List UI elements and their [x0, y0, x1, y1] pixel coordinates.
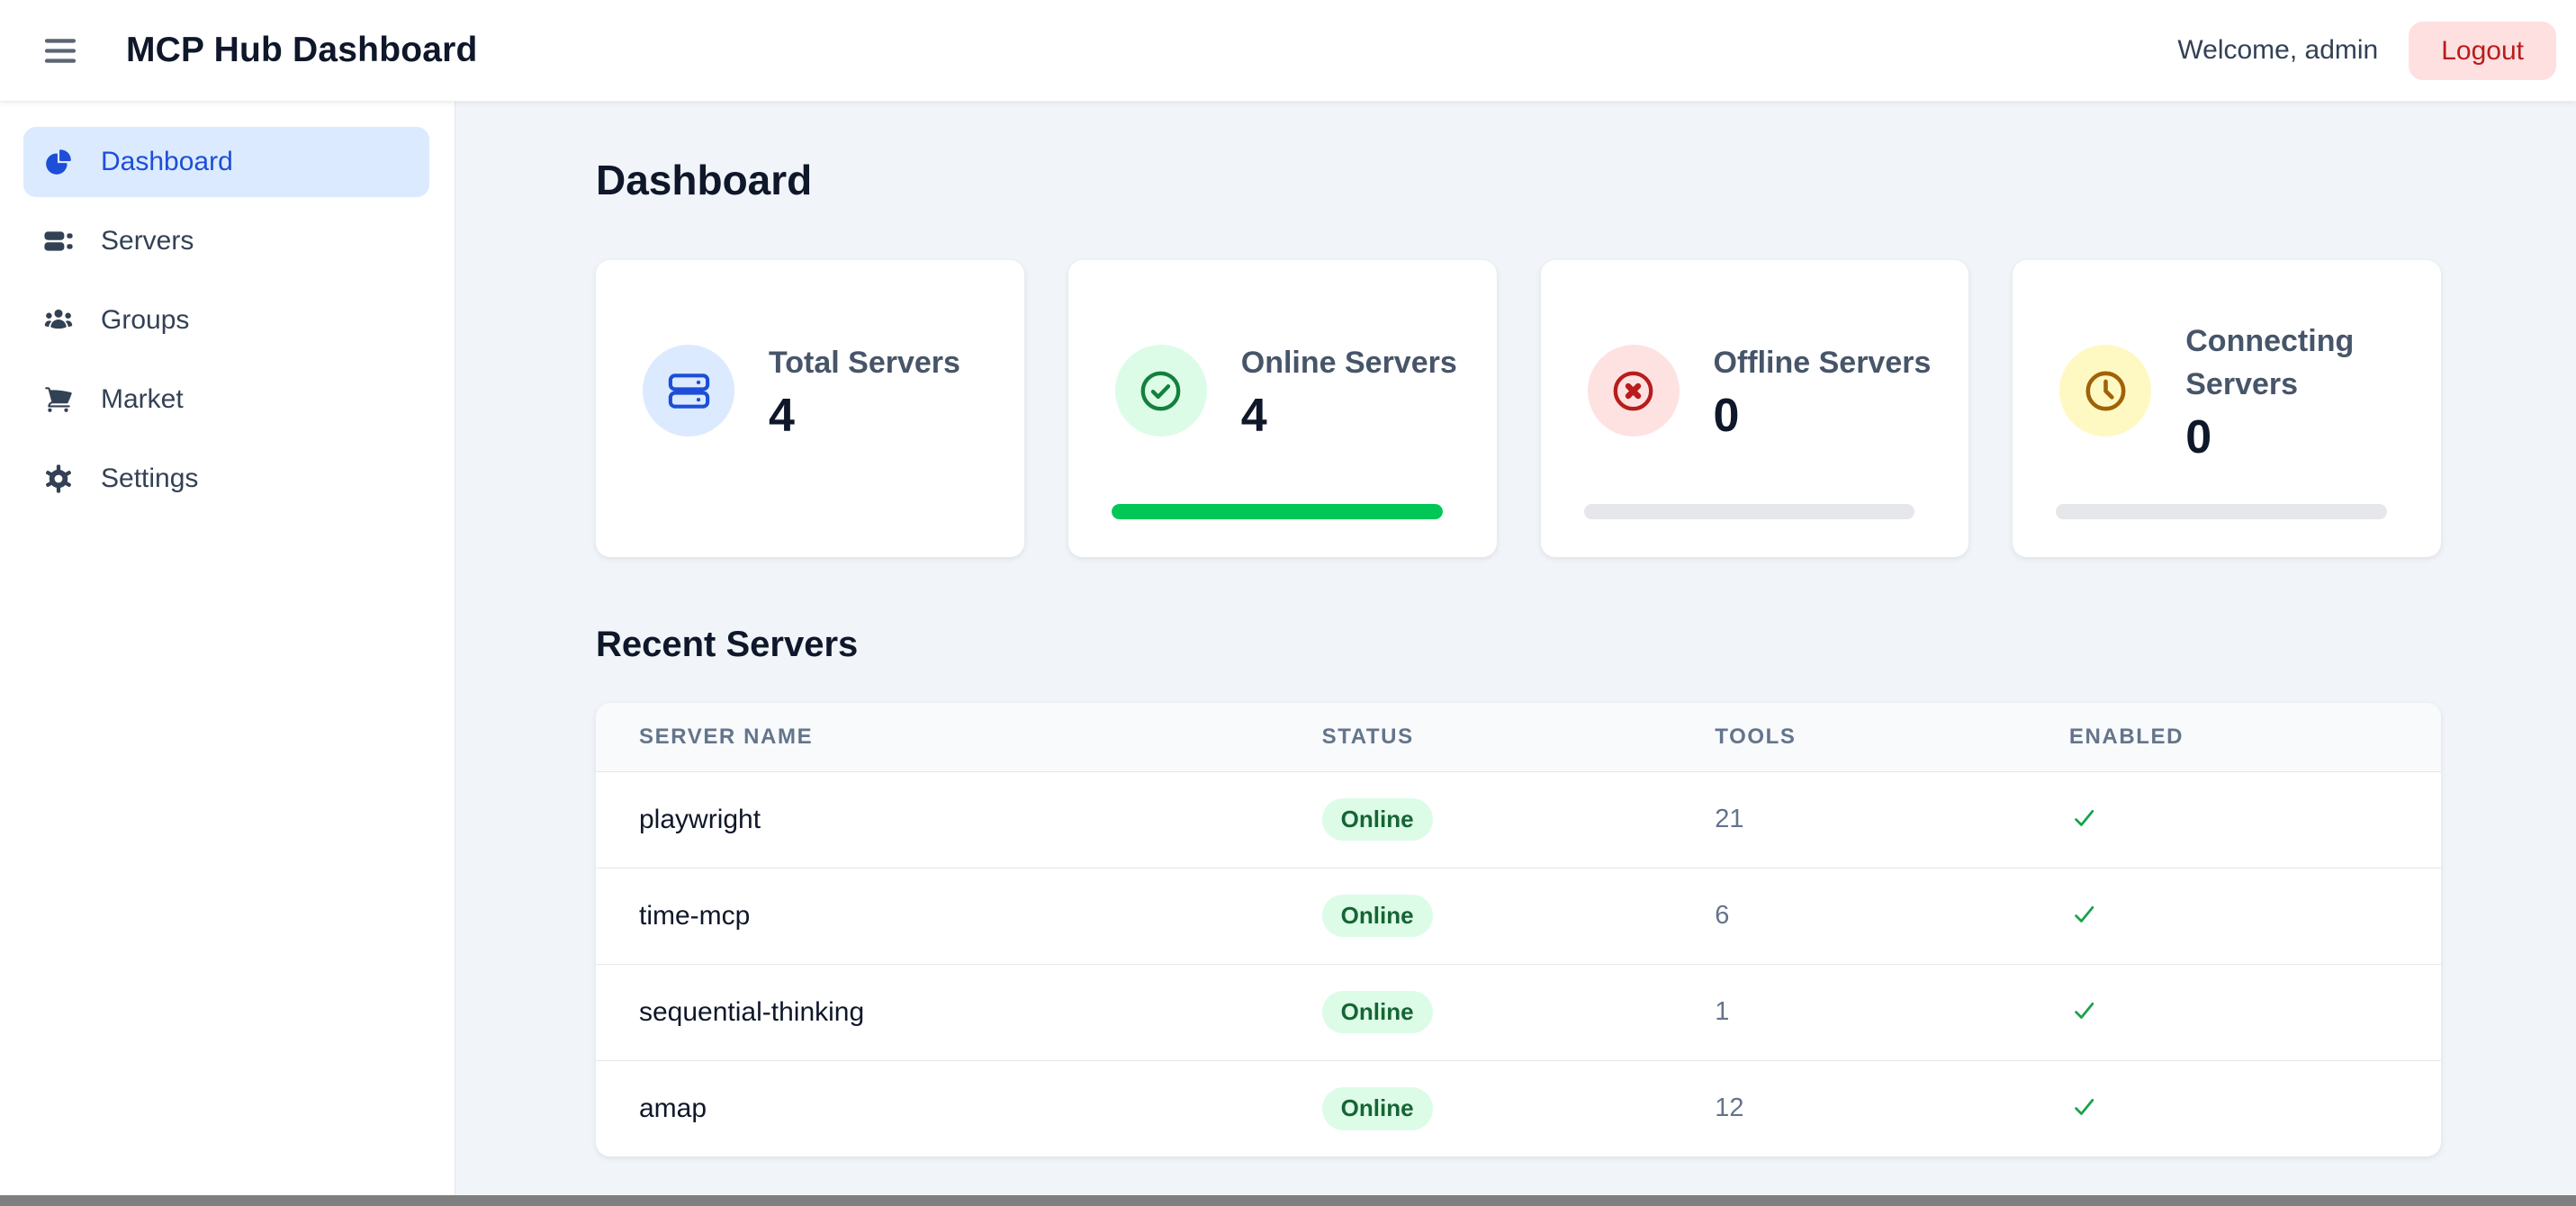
page-title: Dashboard [596, 157, 813, 203]
user-group-icon [43, 305, 74, 336]
check-circle-icon [1114, 345, 1207, 436]
tools-count: 12 [1715, 1094, 1744, 1123]
check-icon [2069, 803, 2099, 832]
server-name: amap [639, 1093, 707, 1123]
status-badge: Online [1321, 894, 1433, 938]
stat-card-value: 0 [1713, 389, 1740, 442]
tools-count: 6 [1715, 901, 1730, 930]
check-icon [2069, 899, 2099, 929]
clock-icon [2059, 345, 2152, 436]
hamburger-icon [43, 37, 77, 65]
sidebar-item-label: Groups [101, 305, 190, 335]
stat-card-value: 4 [1240, 389, 1267, 442]
gear-icon [43, 464, 74, 494]
table-header-row: SERVER NAME STATUS TOOLS ENABLED [596, 703, 2441, 772]
check-icon [2069, 995, 2099, 1025]
check-icon [2069, 1092, 2099, 1121]
server-stack-icon [43, 226, 74, 256]
column-header-enabled: ENABLED [2067, 703, 2441, 772]
stat-card-offline-servers: Offline Servers 0 [1540, 260, 1969, 557]
stat-cards: Total Servers 4 Online Servers 4 [596, 260, 2441, 557]
status-badge: Online [1321, 990, 1433, 1034]
tools-count: 1 [1715, 997, 1730, 1026]
menu-toggle-button[interactable] [40, 33, 81, 68]
table-row[interactable]: sequential-thinking Online 1 [596, 964, 2441, 1060]
server-name: time-mcp [639, 900, 751, 931]
header-right: Welcome, admin Logout [2177, 21, 2556, 80]
server-name: sequential-thinking [639, 996, 865, 1027]
server-icon [643, 345, 734, 436]
recent-servers-heading: Recent Servers [596, 625, 859, 664]
sidebar-item-dashboard[interactable]: Dashboard [23, 127, 429, 197]
logout-button[interactable]: Logout [2409, 21, 2556, 80]
table-row[interactable]: time-mcp Online 6 [596, 868, 2441, 964]
horizontal-scrollbar[interactable] [0, 1195, 2576, 1206]
sidebar-item-servers[interactable]: Servers [23, 206, 429, 276]
recent-servers-table: SERVER NAME STATUS TOOLS ENABLED playwri… [596, 703, 2441, 1156]
shopping-cart-icon [43, 384, 74, 415]
sidebar-item-market[interactable]: Market [23, 364, 429, 435]
stat-card-online-servers: Online Servers 4 [1067, 260, 1497, 557]
offline-progress-bar [1583, 504, 1915, 519]
sidebar-item-label: Dashboard [101, 147, 233, 176]
app-header: MCP Hub Dashboard Welcome, admin Logout [0, 0, 2576, 102]
tools-count: 21 [1715, 805, 1744, 833]
sidebar-item-label: Market [101, 384, 184, 414]
sidebar-item-settings[interactable]: Settings [23, 444, 429, 514]
sidebar-item-label: Servers [101, 226, 194, 256]
sidebar: Dashboard Servers [0, 102, 455, 1206]
table-row[interactable]: playwright Online 21 [596, 771, 2441, 868]
online-progress-fill [1111, 504, 1443, 519]
sidebar-item-label: Settings [101, 464, 199, 493]
column-header-server-name: SERVER NAME [596, 703, 1321, 772]
server-name: playwright [639, 804, 761, 834]
app-title: MCP Hub Dashboard [126, 31, 478, 69]
online-progress-bar [1111, 504, 1443, 519]
stat-card-total-servers: Total Servers 4 [596, 260, 1024, 557]
stat-card-value: 0 [2185, 410, 2212, 464]
status-badge: Online [1321, 1086, 1433, 1130]
connecting-progress-bar [2056, 504, 2387, 519]
welcome-text: Welcome, admin [2177, 35, 2379, 65]
stat-card-label: Online Servers [1240, 345, 1457, 380]
x-circle-icon [1587, 345, 1680, 436]
pie-chart-icon [43, 147, 74, 177]
column-header-status: STATUS [1320, 703, 1715, 772]
stat-card-label: Offline Servers [1713, 345, 1932, 380]
stat-card-connecting-servers: Connecting Servers 0 [2013, 260, 2441, 557]
stat-card-value: 4 [769, 389, 795, 442]
table-row[interactable]: amap Online 12 [596, 1060, 2441, 1156]
column-header-tools: TOOLS [1714, 703, 2068, 772]
sidebar-item-groups[interactable]: Groups [23, 285, 429, 356]
main-content: Dashboard Total Servers 4 [455, 102, 2576, 1206]
stat-card-label: Total Servers [769, 345, 960, 380]
stat-card-label: Connecting Servers [2185, 323, 2355, 401]
status-badge: Online [1321, 797, 1433, 842]
